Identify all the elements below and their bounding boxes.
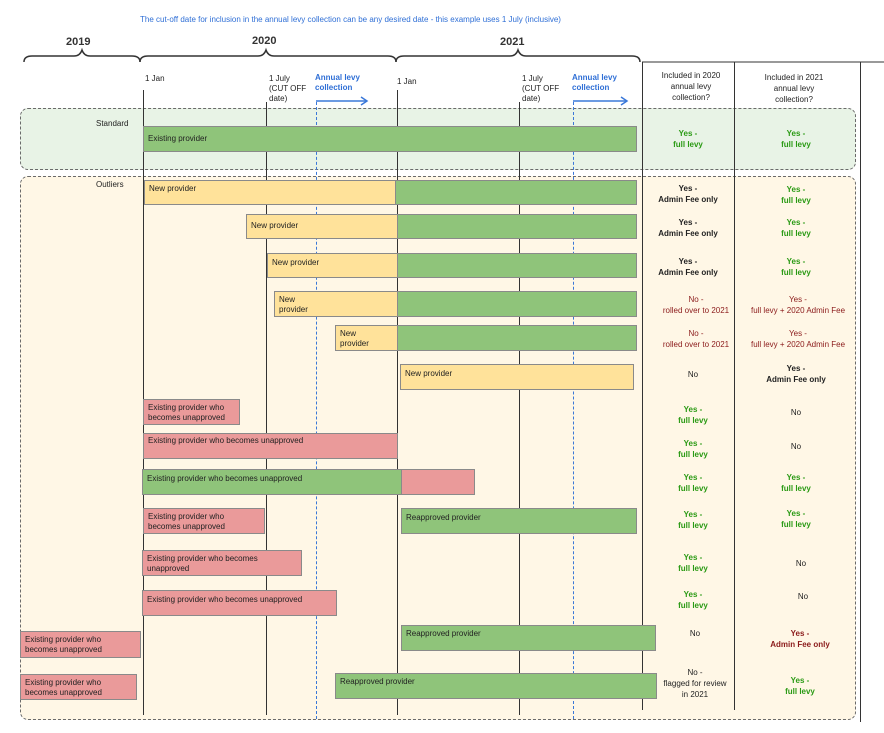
result-2020: Yes - full levy xyxy=(678,405,708,425)
result-2021: No xyxy=(795,559,807,568)
result-2020: Yes - Admin Fee only xyxy=(658,184,718,204)
section-outliers: Outliers xyxy=(96,180,124,189)
bar-unapproved-provider: Existing provider who becomes unapproved xyxy=(20,674,137,700)
bar-new-provider: New provider xyxy=(144,180,398,205)
result-2021: No xyxy=(797,592,809,601)
bar-new-provider: New provider xyxy=(400,364,634,390)
label-collection-2020: Annual levy collection xyxy=(315,73,360,92)
result-2020: Yes - Admin Fee only xyxy=(658,218,718,238)
bar-reapproved-provider: Reapproved provider xyxy=(401,625,656,651)
col-divider-1 xyxy=(642,62,643,710)
col-2021-header: Included in 2021 annual levy collection? xyxy=(764,73,824,104)
bar-new-provider: New provider xyxy=(246,214,398,239)
result-2021: No xyxy=(790,408,802,417)
result-2020: Yes - Admin Fee only xyxy=(658,257,718,277)
bar-unapproved-provider: Existing provider who becomes unapproved xyxy=(142,550,302,576)
result-2021: Yes - full levy xyxy=(781,473,811,493)
bar-existing-provider: Existing provider xyxy=(143,126,637,152)
result-2021: Yes - Admin Fee only xyxy=(770,629,830,649)
bar-approved xyxy=(395,180,637,205)
result-2021: Yes - full levy xyxy=(781,257,811,277)
bar-unapproved-period xyxy=(401,469,475,495)
bar-unapproved-provider: Existing provider who becomes unapproved xyxy=(143,508,265,534)
line-july-2021 xyxy=(519,102,520,715)
bar-unapproved-provider: Existing provider who becomes unapproved xyxy=(143,433,398,459)
result-2021: Yes - full levy + 2020 Admin Fee xyxy=(750,329,846,349)
bar-approved xyxy=(397,291,637,317)
section-standard: Standard xyxy=(96,119,129,128)
bar-reapproved-provider: Reapproved provider xyxy=(335,673,657,699)
result-2020: Yes - full levy xyxy=(673,129,703,149)
year-2019: 2019 xyxy=(66,36,91,48)
bar-new-provider: New provider xyxy=(335,325,398,351)
bar-approved xyxy=(397,325,637,351)
bar-unapproved-provider: Existing provider who becomes unapproved xyxy=(142,469,402,495)
col-divider-3 xyxy=(860,62,861,722)
result-2020: No xyxy=(687,370,699,379)
dashed-collection-2021 xyxy=(573,102,574,719)
result-2021: Yes - full levy xyxy=(781,185,811,205)
result-2021: Yes - Admin Fee only xyxy=(766,364,826,384)
bar-unapproved-provider: Existing provider who becomes unapproved xyxy=(142,590,337,616)
result-2021: Yes - full levy xyxy=(781,218,811,238)
label-july-2021: 1 July (CUT OFF date) xyxy=(522,74,560,103)
col-divider-2 xyxy=(734,62,735,710)
result-2021: Yes - full levy xyxy=(781,509,811,529)
bar-approved xyxy=(397,253,637,278)
result-2020: No - rolled over to 2021 xyxy=(662,295,730,315)
result-2020: Yes - full levy xyxy=(678,510,708,530)
bar-new-provider: New provider xyxy=(267,253,398,278)
bar-reapproved-provider: Reapproved provider xyxy=(401,508,637,534)
bar-unapproved-provider: Existing provider who becomes unapproved xyxy=(143,399,240,425)
result-2020: Yes - full levy xyxy=(678,553,708,573)
result-2020: Yes - full levy xyxy=(678,590,708,610)
year-2020: 2020 xyxy=(252,35,277,47)
line-jan-2021 xyxy=(397,90,398,715)
result-2020: No xyxy=(689,629,701,638)
result-2020: Yes - full levy xyxy=(678,439,708,459)
dashed-collection-2020 xyxy=(316,102,317,719)
result-2020: No - flagged for review in 2021 xyxy=(663,668,727,699)
bar-approved xyxy=(397,214,637,239)
diagram-title: The cut-off date for inclusion in the an… xyxy=(140,15,561,24)
label-jan-2021: 1 Jan xyxy=(397,77,417,86)
label-jan-2020: 1 Jan xyxy=(145,74,165,83)
result-2021: Yes - full levy + 2020 Admin Fee xyxy=(750,295,846,315)
label-july-2020: 1 July (CUT OFF date) xyxy=(269,74,307,103)
bar-new-provider: New provider xyxy=(274,291,398,317)
result-2021: Yes - full levy xyxy=(781,129,811,149)
bar-unapproved-provider: Existing provider who becomes unapproved xyxy=(20,631,141,658)
result-2020: No - rolled over to 2021 xyxy=(662,329,730,349)
label-collection-2021: Annual levy collection xyxy=(572,73,617,92)
result-2021: Yes - full levy xyxy=(785,676,815,696)
result-2021: No xyxy=(790,442,802,451)
col-2020-header: Included in 2020 annual levy collection? xyxy=(661,71,721,102)
line-july-2020 xyxy=(266,102,267,715)
year-2021: 2021 xyxy=(500,36,525,48)
result-2020: Yes - full levy xyxy=(678,473,708,493)
